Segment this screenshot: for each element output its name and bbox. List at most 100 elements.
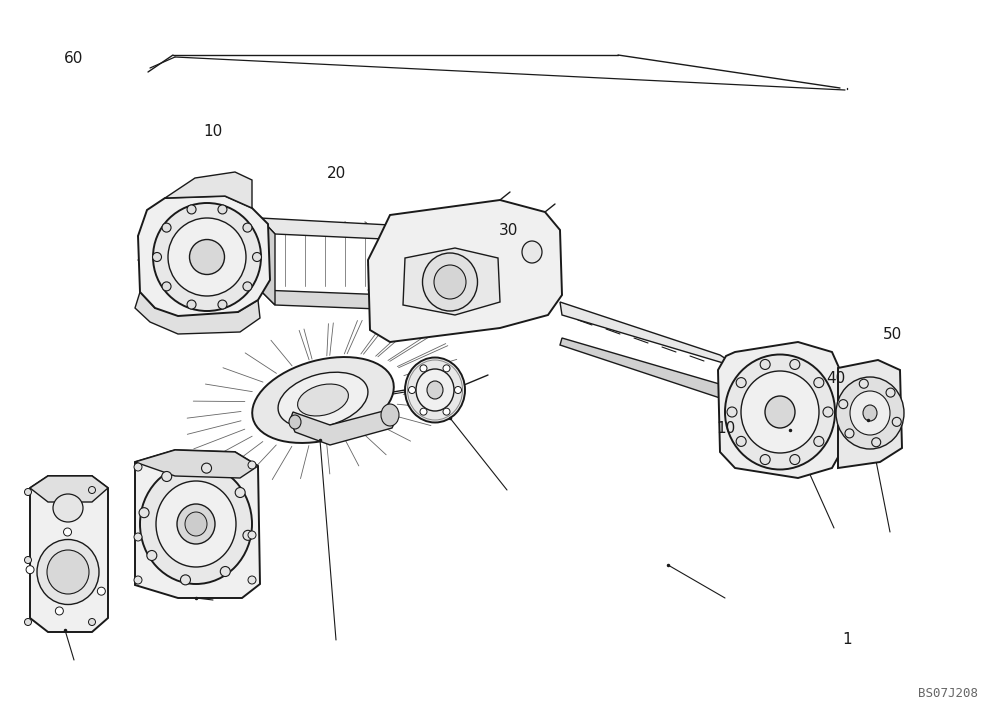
Ellipse shape bbox=[190, 239, 224, 274]
Ellipse shape bbox=[168, 218, 246, 296]
Ellipse shape bbox=[248, 461, 256, 469]
Ellipse shape bbox=[765, 396, 795, 428]
Polygon shape bbox=[838, 360, 902, 468]
Ellipse shape bbox=[24, 488, 32, 495]
Ellipse shape bbox=[248, 576, 256, 584]
Text: 40: 40 bbox=[826, 371, 846, 385]
Ellipse shape bbox=[405, 357, 465, 422]
Polygon shape bbox=[368, 200, 562, 342]
Text: 10: 10 bbox=[203, 124, 223, 138]
Ellipse shape bbox=[836, 377, 904, 449]
Ellipse shape bbox=[422, 253, 478, 311]
Ellipse shape bbox=[252, 253, 262, 261]
Ellipse shape bbox=[140, 464, 252, 584]
Ellipse shape bbox=[177, 504, 215, 544]
Ellipse shape bbox=[725, 354, 835, 470]
Ellipse shape bbox=[243, 223, 252, 232]
Ellipse shape bbox=[298, 384, 348, 416]
Ellipse shape bbox=[162, 282, 171, 291]
Ellipse shape bbox=[760, 455, 770, 465]
Ellipse shape bbox=[243, 531, 253, 541]
Text: 1: 1 bbox=[842, 632, 852, 647]
Ellipse shape bbox=[185, 512, 207, 536]
Ellipse shape bbox=[235, 488, 245, 498]
Ellipse shape bbox=[790, 455, 800, 465]
Ellipse shape bbox=[420, 365, 427, 372]
Ellipse shape bbox=[522, 241, 542, 263]
Ellipse shape bbox=[147, 551, 157, 561]
Ellipse shape bbox=[218, 300, 227, 309]
Ellipse shape bbox=[47, 550, 89, 594]
Ellipse shape bbox=[845, 429, 854, 438]
Text: 50: 50 bbox=[883, 327, 903, 342]
Ellipse shape bbox=[162, 472, 172, 481]
Ellipse shape bbox=[872, 437, 881, 447]
Ellipse shape bbox=[760, 359, 770, 369]
Ellipse shape bbox=[64, 528, 72, 536]
Ellipse shape bbox=[53, 494, 83, 522]
Polygon shape bbox=[260, 218, 275, 305]
Ellipse shape bbox=[187, 300, 196, 309]
Ellipse shape bbox=[24, 619, 32, 626]
Ellipse shape bbox=[218, 205, 227, 214]
Ellipse shape bbox=[416, 369, 454, 411]
Polygon shape bbox=[30, 476, 108, 632]
Ellipse shape bbox=[202, 463, 212, 473]
Polygon shape bbox=[260, 290, 405, 310]
Ellipse shape bbox=[55, 607, 63, 615]
Ellipse shape bbox=[839, 400, 848, 409]
Ellipse shape bbox=[152, 253, 162, 261]
Ellipse shape bbox=[187, 205, 196, 214]
Ellipse shape bbox=[886, 388, 895, 397]
Ellipse shape bbox=[741, 371, 819, 453]
Polygon shape bbox=[135, 292, 260, 334]
Ellipse shape bbox=[892, 417, 901, 426]
Text: 20: 20 bbox=[327, 167, 347, 181]
Ellipse shape bbox=[252, 357, 394, 443]
Ellipse shape bbox=[134, 533, 142, 541]
Ellipse shape bbox=[248, 531, 256, 539]
Ellipse shape bbox=[88, 619, 96, 626]
Ellipse shape bbox=[859, 379, 868, 388]
Ellipse shape bbox=[153, 203, 261, 311]
Ellipse shape bbox=[814, 436, 824, 446]
Polygon shape bbox=[260, 218, 405, 240]
Text: 10: 10 bbox=[716, 421, 736, 435]
Ellipse shape bbox=[409, 387, 416, 394]
Ellipse shape bbox=[863, 405, 877, 421]
Ellipse shape bbox=[88, 486, 96, 493]
Polygon shape bbox=[560, 338, 740, 398]
Ellipse shape bbox=[289, 415, 301, 429]
Ellipse shape bbox=[427, 381, 443, 399]
Ellipse shape bbox=[850, 391, 890, 435]
Text: 30: 30 bbox=[498, 223, 518, 238]
Ellipse shape bbox=[814, 377, 824, 387]
Ellipse shape bbox=[26, 566, 34, 574]
Polygon shape bbox=[138, 196, 270, 316]
Ellipse shape bbox=[139, 508, 149, 518]
Ellipse shape bbox=[278, 372, 368, 427]
Polygon shape bbox=[290, 408, 398, 445]
Polygon shape bbox=[718, 342, 842, 478]
Polygon shape bbox=[135, 450, 258, 478]
Ellipse shape bbox=[37, 539, 99, 604]
Ellipse shape bbox=[220, 566, 230, 576]
Text: 60: 60 bbox=[64, 52, 84, 66]
Ellipse shape bbox=[736, 377, 746, 387]
Ellipse shape bbox=[162, 223, 171, 232]
Ellipse shape bbox=[243, 282, 252, 291]
Polygon shape bbox=[30, 476, 108, 502]
Ellipse shape bbox=[790, 359, 800, 369]
Ellipse shape bbox=[381, 404, 399, 426]
Polygon shape bbox=[403, 248, 500, 315]
Text: BS07J208: BS07J208 bbox=[918, 687, 978, 700]
Ellipse shape bbox=[134, 463, 142, 471]
Ellipse shape bbox=[823, 407, 833, 417]
Ellipse shape bbox=[134, 576, 142, 584]
Ellipse shape bbox=[443, 408, 450, 415]
Polygon shape bbox=[135, 450, 260, 598]
Ellipse shape bbox=[434, 265, 466, 299]
Polygon shape bbox=[165, 172, 252, 208]
Ellipse shape bbox=[97, 587, 105, 595]
Ellipse shape bbox=[736, 436, 746, 446]
